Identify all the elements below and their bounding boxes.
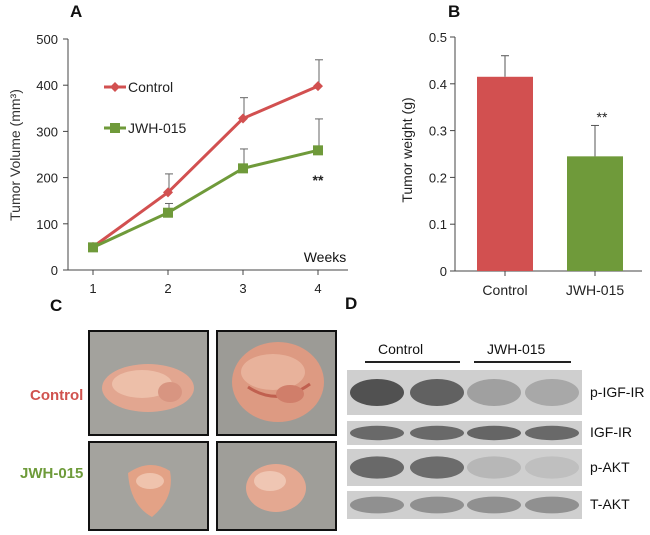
blot-band	[467, 456, 521, 479]
blot-image	[347, 491, 582, 519]
blot-label-igf-ir: IGF-IR	[590, 424, 632, 440]
tumor-image	[218, 332, 335, 434]
group-underline-jwh	[474, 361, 571, 363]
blot-band	[467, 496, 521, 514]
group-underline-control	[365, 361, 460, 363]
blot-band	[410, 425, 464, 441]
panel-letter-b: B	[448, 2, 461, 21]
legend-label: JWH-015	[128, 120, 187, 136]
series-line-control	[92, 84, 319, 249]
blot-band	[525, 496, 579, 514]
tumor-image	[90, 332, 207, 434]
y-tick-label: 0.4	[429, 77, 447, 92]
blot-band	[467, 379, 521, 406]
blot-image	[347, 370, 582, 415]
x-tick-label: Control	[482, 282, 527, 298]
tumor-photo-jwh-1	[88, 441, 209, 531]
data-point-control	[163, 187, 173, 198]
blot-band	[350, 379, 404, 406]
x-tick-label: 4	[314, 281, 321, 296]
x-tick-label: JWH-015	[566, 282, 625, 298]
blot-band	[525, 425, 579, 441]
legend-marker	[110, 123, 120, 133]
tumor-image	[90, 443, 207, 529]
y-tick-label: 0.5	[429, 30, 447, 45]
y-tick-label: 200	[36, 171, 58, 186]
data-point-jwh	[88, 242, 98, 253]
blot-band	[350, 456, 404, 479]
blot-label-t-akt: T-AKT	[590, 496, 630, 512]
data-point-jwh	[313, 145, 323, 156]
blot-label-p-igf-ir: p-IGF-IR	[590, 383, 645, 400]
blot-group-jwh: JWH-015	[487, 341, 546, 357]
blot-band	[525, 456, 579, 479]
chart-b-annotation: **	[597, 109, 608, 125]
blot-band	[350, 425, 404, 441]
series-line-jwh	[92, 148, 319, 249]
y-tick-label: 100	[36, 217, 58, 232]
y-tick-label: 0.3	[429, 124, 447, 139]
blot-band	[525, 379, 579, 406]
panel-letter-c: C	[50, 296, 63, 315]
panel-letter-d: D	[345, 294, 358, 313]
blot-label-p-akt: p-AKT	[590, 458, 630, 475]
tumor-photo-control-1	[88, 330, 209, 436]
legend-label: Control	[128, 79, 173, 95]
blot-row-t-akt	[347, 491, 582, 519]
bar-jwh	[567, 156, 623, 271]
data-point-jwh	[238, 163, 248, 174]
data-point-jwh	[163, 207, 173, 218]
x-tick-label: 3	[239, 281, 246, 296]
chart-a-ylabel: Tumor Volume (mm³)	[7, 89, 23, 221]
y-tick-label: 500	[36, 32, 58, 47]
blot-band	[350, 496, 404, 514]
legend-marker	[110, 82, 120, 92]
blot-band	[410, 379, 464, 406]
chart-b-ylabel: Tumor weight (g)	[399, 97, 415, 202]
data-point-control	[238, 113, 248, 124]
tumor-volume-chart: 0 100 200 300 400 500 1 2 3 4 Control JWH-015 Tumo…	[7, 32, 348, 296]
tumor-image	[218, 443, 335, 529]
blot-group-control: Control	[378, 341, 424, 357]
y-tick-label: 300	[36, 124, 58, 139]
chart-a-xlabel: Weeks	[304, 249, 347, 265]
blot-row-p-igf-ir	[347, 370, 582, 415]
panel-letter-a: A	[70, 2, 83, 21]
bar-control	[477, 76, 533, 271]
blot-image	[347, 421, 582, 445]
blot-band	[467, 425, 521, 441]
blot-row-p-akt	[347, 449, 582, 486]
y-tick-label: 0	[440, 264, 447, 279]
y-tick-label: 400	[36, 78, 58, 93]
chart-a-annotation: **	[313, 172, 324, 188]
blot-row-igf-ir	[347, 421, 582, 445]
blot-image	[347, 449, 582, 486]
photo-row-label-control: Control	[30, 387, 84, 404]
y-tick-label: 0	[51, 263, 58, 278]
x-tick-label: 2	[164, 281, 171, 296]
data-point-control	[313, 81, 323, 92]
y-tick-label: 0.1	[429, 217, 447, 232]
tumor-photo-jwh-2	[216, 441, 337, 531]
blot-band	[410, 456, 464, 479]
blot-band	[410, 496, 464, 514]
tumor-photo-control-2	[216, 330, 337, 436]
y-tick-label: 0.2	[429, 170, 447, 185]
x-tick-label: 1	[89, 281, 96, 296]
tumor-weight-chart: 0 0.1 0.2 0.3 0.4 0.5 Control JWH-015 Tumor wei…	[399, 30, 642, 298]
photo-row-label-jwh: JWH-015	[20, 465, 84, 482]
